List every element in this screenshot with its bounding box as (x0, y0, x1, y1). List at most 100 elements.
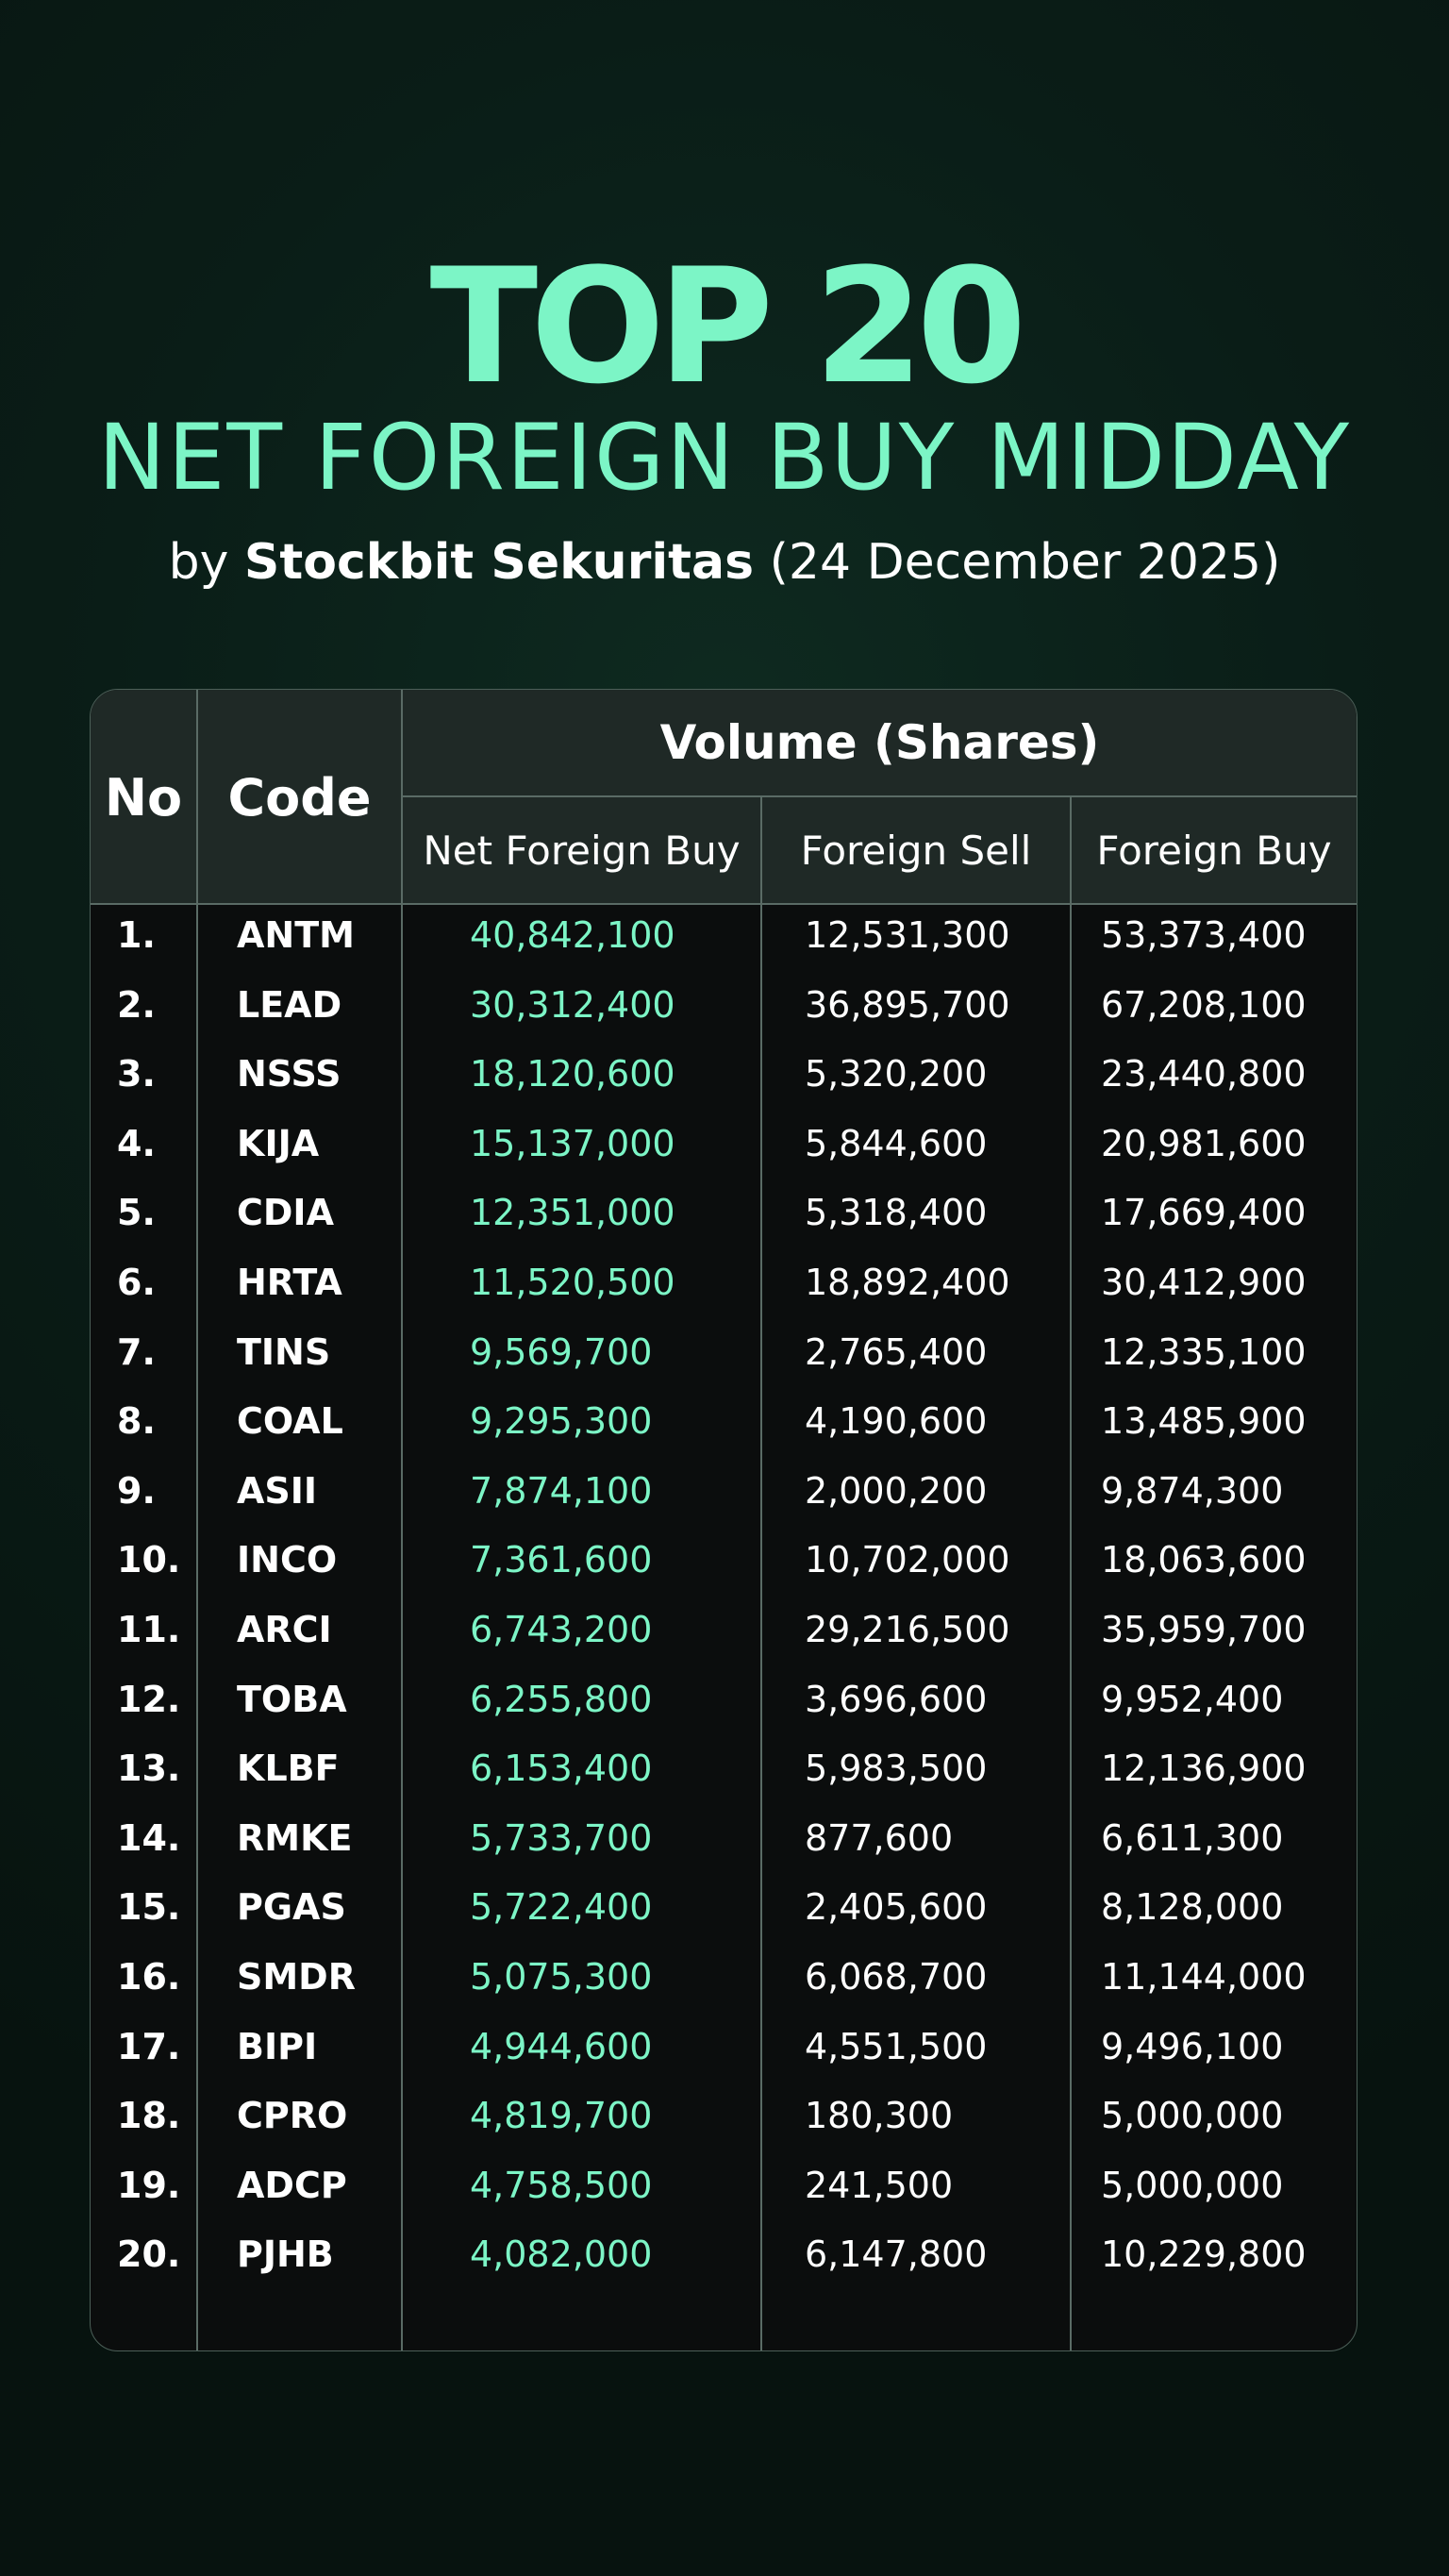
stock-code: KIJA (237, 1122, 320, 1164)
foreign-sell-value: 5,318,400 (805, 1192, 988, 1234)
stock-code: LEAD (237, 983, 342, 1026)
foreign-buy-value: 11,144,000 (1101, 1955, 1307, 1998)
foreign-buy-value: 5,000,000 (1101, 2164, 1284, 2206)
table-row: 6. HRTA 11,520,500 18,892,400 30,412,900 (91, 1247, 1357, 1317)
row-number: 20. (117, 2233, 181, 2276)
foreign-sell-value: 5,983,500 (805, 1748, 988, 1790)
net-foreign-buy-value: 4,819,700 (470, 2095, 653, 2137)
net-foreign-buy-value: 12,351,000 (470, 1192, 675, 1234)
table-row: 20. PJHB 4,082,000 6,147,800 10,229,800 (91, 2220, 1357, 2290)
table-row: 16. SMDR 5,075,300 6,068,700 11,144,000 (91, 1942, 1357, 2012)
row-number: 15. (117, 1886, 181, 1929)
stock-code: ARCI (237, 1608, 332, 1650)
row-number: 14. (117, 1816, 181, 1859)
title: TOP 20 (429, 234, 1027, 419)
foreign-buy-value: 30,412,900 (1101, 1261, 1307, 1303)
table-row: 12. TOBA 6,255,800 3,696,600 9,952,400 (91, 1664, 1357, 1734)
column-divider (760, 796, 762, 2350)
column-divider (401, 690, 403, 2350)
row-number: 8. (117, 1400, 156, 1443)
stock-code: ASII (237, 1469, 318, 1512)
stock-code: RMKE (237, 1816, 353, 1859)
foreign-sell-value: 4,190,600 (805, 1400, 988, 1443)
net-foreign-buy-value: 4,082,000 (470, 2233, 653, 2276)
foreign-sell-value: 6,068,700 (805, 1955, 988, 1998)
table-row: 7. TINS 9,569,700 2,765,400 12,335,100 (91, 1317, 1357, 1387)
table-row: 10. INCO 7,361,600 10,702,000 18,063,600 (91, 1526, 1357, 1596)
table-row: 8. COAL 9,295,300 4,190,600 13,485,900 (91, 1386, 1357, 1456)
row-number: 9. (117, 1469, 156, 1512)
header-foreign-sell: Foreign Sell (800, 827, 1032, 874)
net-foreign-buy-value: 5,075,300 (470, 1955, 653, 1998)
stock-code: INCO (237, 1539, 338, 1581)
net-foreign-buy-value: 7,361,600 (470, 1539, 653, 1581)
foreign-sell-value: 18,892,400 (805, 1261, 1010, 1303)
foreign-sell-value: 5,320,200 (805, 1053, 988, 1096)
report-date: (24 December 2025) (754, 534, 1281, 591)
row-number: 11. (117, 1608, 181, 1650)
stock-code: NSSS (237, 1053, 341, 1096)
foreign-sell-value: 2,000,200 (805, 1469, 988, 1512)
header-net-foreign-buy: Net Foreign Buy (423, 827, 741, 874)
net-foreign-buy-value: 30,312,400 (470, 983, 675, 1026)
foreign-buy-value: 35,959,700 (1101, 1608, 1307, 1650)
foreign-sell-value: 4,551,500 (805, 2025, 988, 2067)
foreign-sell-value: 241,500 (805, 2164, 954, 2206)
foreign-buy-value: 6,611,300 (1101, 1816, 1284, 1859)
row-number: 4. (117, 1122, 156, 1164)
foreign-sell-value: 10,702,000 (805, 1539, 1010, 1581)
header-code: Code (227, 767, 372, 828)
foreign-sell-value: 5,844,600 (805, 1122, 988, 1164)
stock-code: PGAS (237, 1886, 346, 1929)
byline-prefix: by (168, 534, 244, 591)
net-foreign-buy-value: 6,255,800 (470, 1678, 653, 1720)
table-row: 4. KIJA 15,137,000 5,844,600 20,981,600 (91, 1109, 1357, 1179)
foreign-buy-value: 12,335,100 (1101, 1330, 1307, 1373)
foreign-sell-value: 6,147,800 (805, 2233, 988, 2276)
net-foreign-buy-value: 5,722,400 (470, 1886, 653, 1929)
net-foreign-buy-value: 6,153,400 (470, 1748, 653, 1790)
net-foreign-buy-value: 5,733,700 (470, 1816, 653, 1859)
foreign-sell-value: 2,405,600 (805, 1886, 988, 1929)
header-foreign-buy: Foreign Buy (1096, 827, 1332, 874)
foreign-buy-value: 67,208,100 (1101, 983, 1307, 1026)
table-row: 18. CPRO 4,819,700 180,300 5,000,000 (91, 2081, 1357, 2150)
foreign-buy-value: 23,440,800 (1101, 1053, 1307, 1096)
column-divider (196, 690, 198, 2350)
stock-code: PJHB (237, 2233, 334, 2276)
stock-code: HRTA (237, 1261, 342, 1303)
stock-code: ANTM (237, 913, 355, 956)
column-divider (1070, 796, 1072, 2350)
net-foreign-buy-value: 9,295,300 (470, 1400, 653, 1443)
byline: by Stockbit Sekuritas (24 December 2025) (0, 538, 1449, 587)
net-foreign-buy-value: 6,743,200 (470, 1608, 653, 1650)
table-row: 19. ADCP 4,758,500 241,500 5,000,000 (91, 2150, 1357, 2220)
foreign-sell-value: 877,600 (805, 1816, 954, 1859)
row-number: 3. (117, 1053, 156, 1096)
foreign-buy-value: 9,874,300 (1101, 1469, 1284, 1512)
foreign-buy-value: 17,669,400 (1101, 1192, 1307, 1234)
foreign-buy-value: 10,229,800 (1101, 2233, 1307, 2276)
stock-code: TINS (237, 1330, 331, 1373)
row-number: 5. (117, 1192, 156, 1234)
foreign-buy-value: 5,000,000 (1101, 2095, 1284, 2137)
foreign-sell-value: 2,765,400 (805, 1330, 988, 1373)
foreign-sell-value: 36,895,700 (805, 983, 1010, 1026)
foreign-sell-value: 12,531,300 (805, 913, 1010, 956)
table-row: 17. BIPI 4,944,600 4,551,500 9,496,100 (91, 2012, 1357, 2082)
net-foreign-buy-value: 4,944,600 (470, 2025, 653, 2067)
foreign-buy-value: 12,136,900 (1101, 1748, 1307, 1790)
table-row: 13. KLBF 6,153,400 5,983,500 12,136,900 (91, 1733, 1357, 1803)
net-foreign-buy-value: 9,569,700 (470, 1330, 653, 1373)
stock-code: TOBA (237, 1678, 347, 1720)
foreign-buy-value: 18,063,600 (1101, 1539, 1307, 1581)
table-row: 15. PGAS 5,722,400 2,405,600 8,128,000 (91, 1873, 1357, 1943)
stock-code: ADCP (237, 2164, 347, 2206)
net-foreign-buy-table: No Code Volume (Shares) Net Foreign Buy … (90, 689, 1357, 2351)
net-foreign-buy-value: 18,120,600 (470, 1053, 675, 1096)
net-foreign-buy-value: 4,758,500 (470, 2164, 653, 2206)
stock-code: KLBF (237, 1748, 340, 1790)
table-row: 11. ARCI 6,743,200 29,216,500 35,959,700 (91, 1595, 1357, 1664)
foreign-sell-value: 3,696,600 (805, 1678, 988, 1720)
row-number: 13. (117, 1748, 181, 1790)
